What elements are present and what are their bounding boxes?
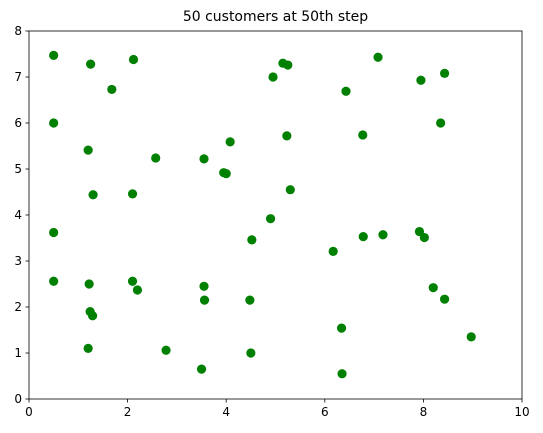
points-layer — [49, 50, 476, 379]
chart-title: 50 customers at 50th step — [183, 9, 368, 25]
data-point-27 — [265, 214, 276, 224]
y-tick-label: 8 — [14, 24, 22, 38]
data-point-15 — [49, 276, 59, 286]
data-point-5 — [49, 118, 59, 128]
data-point-17 — [127, 276, 138, 286]
data-point-36 — [373, 52, 383, 62]
data-point-25 — [199, 295, 210, 305]
x-tick-label: 4 — [222, 405, 230, 419]
y-tick-label: 0 — [14, 392, 22, 406]
data-point-7 — [151, 153, 161, 163]
data-point-45 — [419, 232, 429, 243]
data-point-8 — [199, 154, 209, 164]
data-point-39 — [436, 118, 446, 128]
y-tick-label: 4 — [14, 208, 22, 222]
y-tick-label: 3 — [14, 254, 22, 268]
data-point-18 — [132, 285, 143, 295]
data-point-50 — [466, 332, 476, 342]
axes-frame — [28, 30, 523, 400]
data-point-41 — [328, 246, 338, 256]
data-point-33 — [282, 131, 292, 141]
data-point-16 — [84, 279, 94, 289]
data-point-4 — [107, 84, 117, 95]
data-point-32 — [283, 60, 293, 70]
x-tick-label: 10 — [514, 405, 529, 419]
data-point-20 — [87, 311, 98, 321]
y-tick-label: 7 — [14, 70, 22, 84]
data-point-14 — [49, 227, 59, 238]
data-point-11 — [221, 169, 231, 179]
y-tick-label: 6 — [14, 116, 22, 130]
x-tick-label: 8 — [420, 405, 428, 419]
data-point-42 — [358, 232, 368, 242]
data-point-46 — [428, 283, 438, 293]
plot-area — [29, 31, 522, 399]
data-point-2 — [86, 59, 96, 69]
data-point-12 — [88, 190, 98, 200]
data-point-28 — [245, 295, 255, 305]
y-tick-label: 5 — [14, 162, 22, 176]
y-tick-label: 1 — [14, 346, 22, 360]
x-tick-label: 6 — [321, 405, 329, 419]
data-point-37 — [416, 75, 426, 85]
data-point-21 — [83, 343, 93, 353]
data-point-23 — [196, 364, 207, 374]
data-point-34 — [285, 185, 295, 195]
data-point-1 — [49, 50, 59, 60]
data-point-26 — [247, 235, 257, 245]
data-point-30 — [268, 72, 278, 82]
data-point-13 — [127, 189, 138, 199]
data-point-49 — [337, 369, 347, 379]
data-point-38 — [439, 68, 450, 78]
data-point-6 — [83, 145, 93, 155]
y-tick-label: 2 — [14, 300, 22, 314]
data-point-24 — [199, 281, 209, 291]
data-point-40 — [358, 130, 368, 140]
data-point-22 — [161, 345, 171, 355]
data-point-35 — [341, 86, 351, 96]
data-point-29 — [246, 348, 256, 358]
ticks-layer: 0 2 4 6 8 10 0 1 2 3 4 5 6 7 8 — [14, 24, 529, 419]
x-tick-label: 0 — [25, 405, 33, 419]
data-point-47 — [439, 294, 450, 304]
x-tick-label: 2 — [124, 405, 132, 419]
data-point-48 — [336, 323, 347, 333]
data-point-9 — [225, 137, 235, 147]
data-point-3 — [128, 54, 139, 65]
data-point-43 — [378, 230, 388, 240]
